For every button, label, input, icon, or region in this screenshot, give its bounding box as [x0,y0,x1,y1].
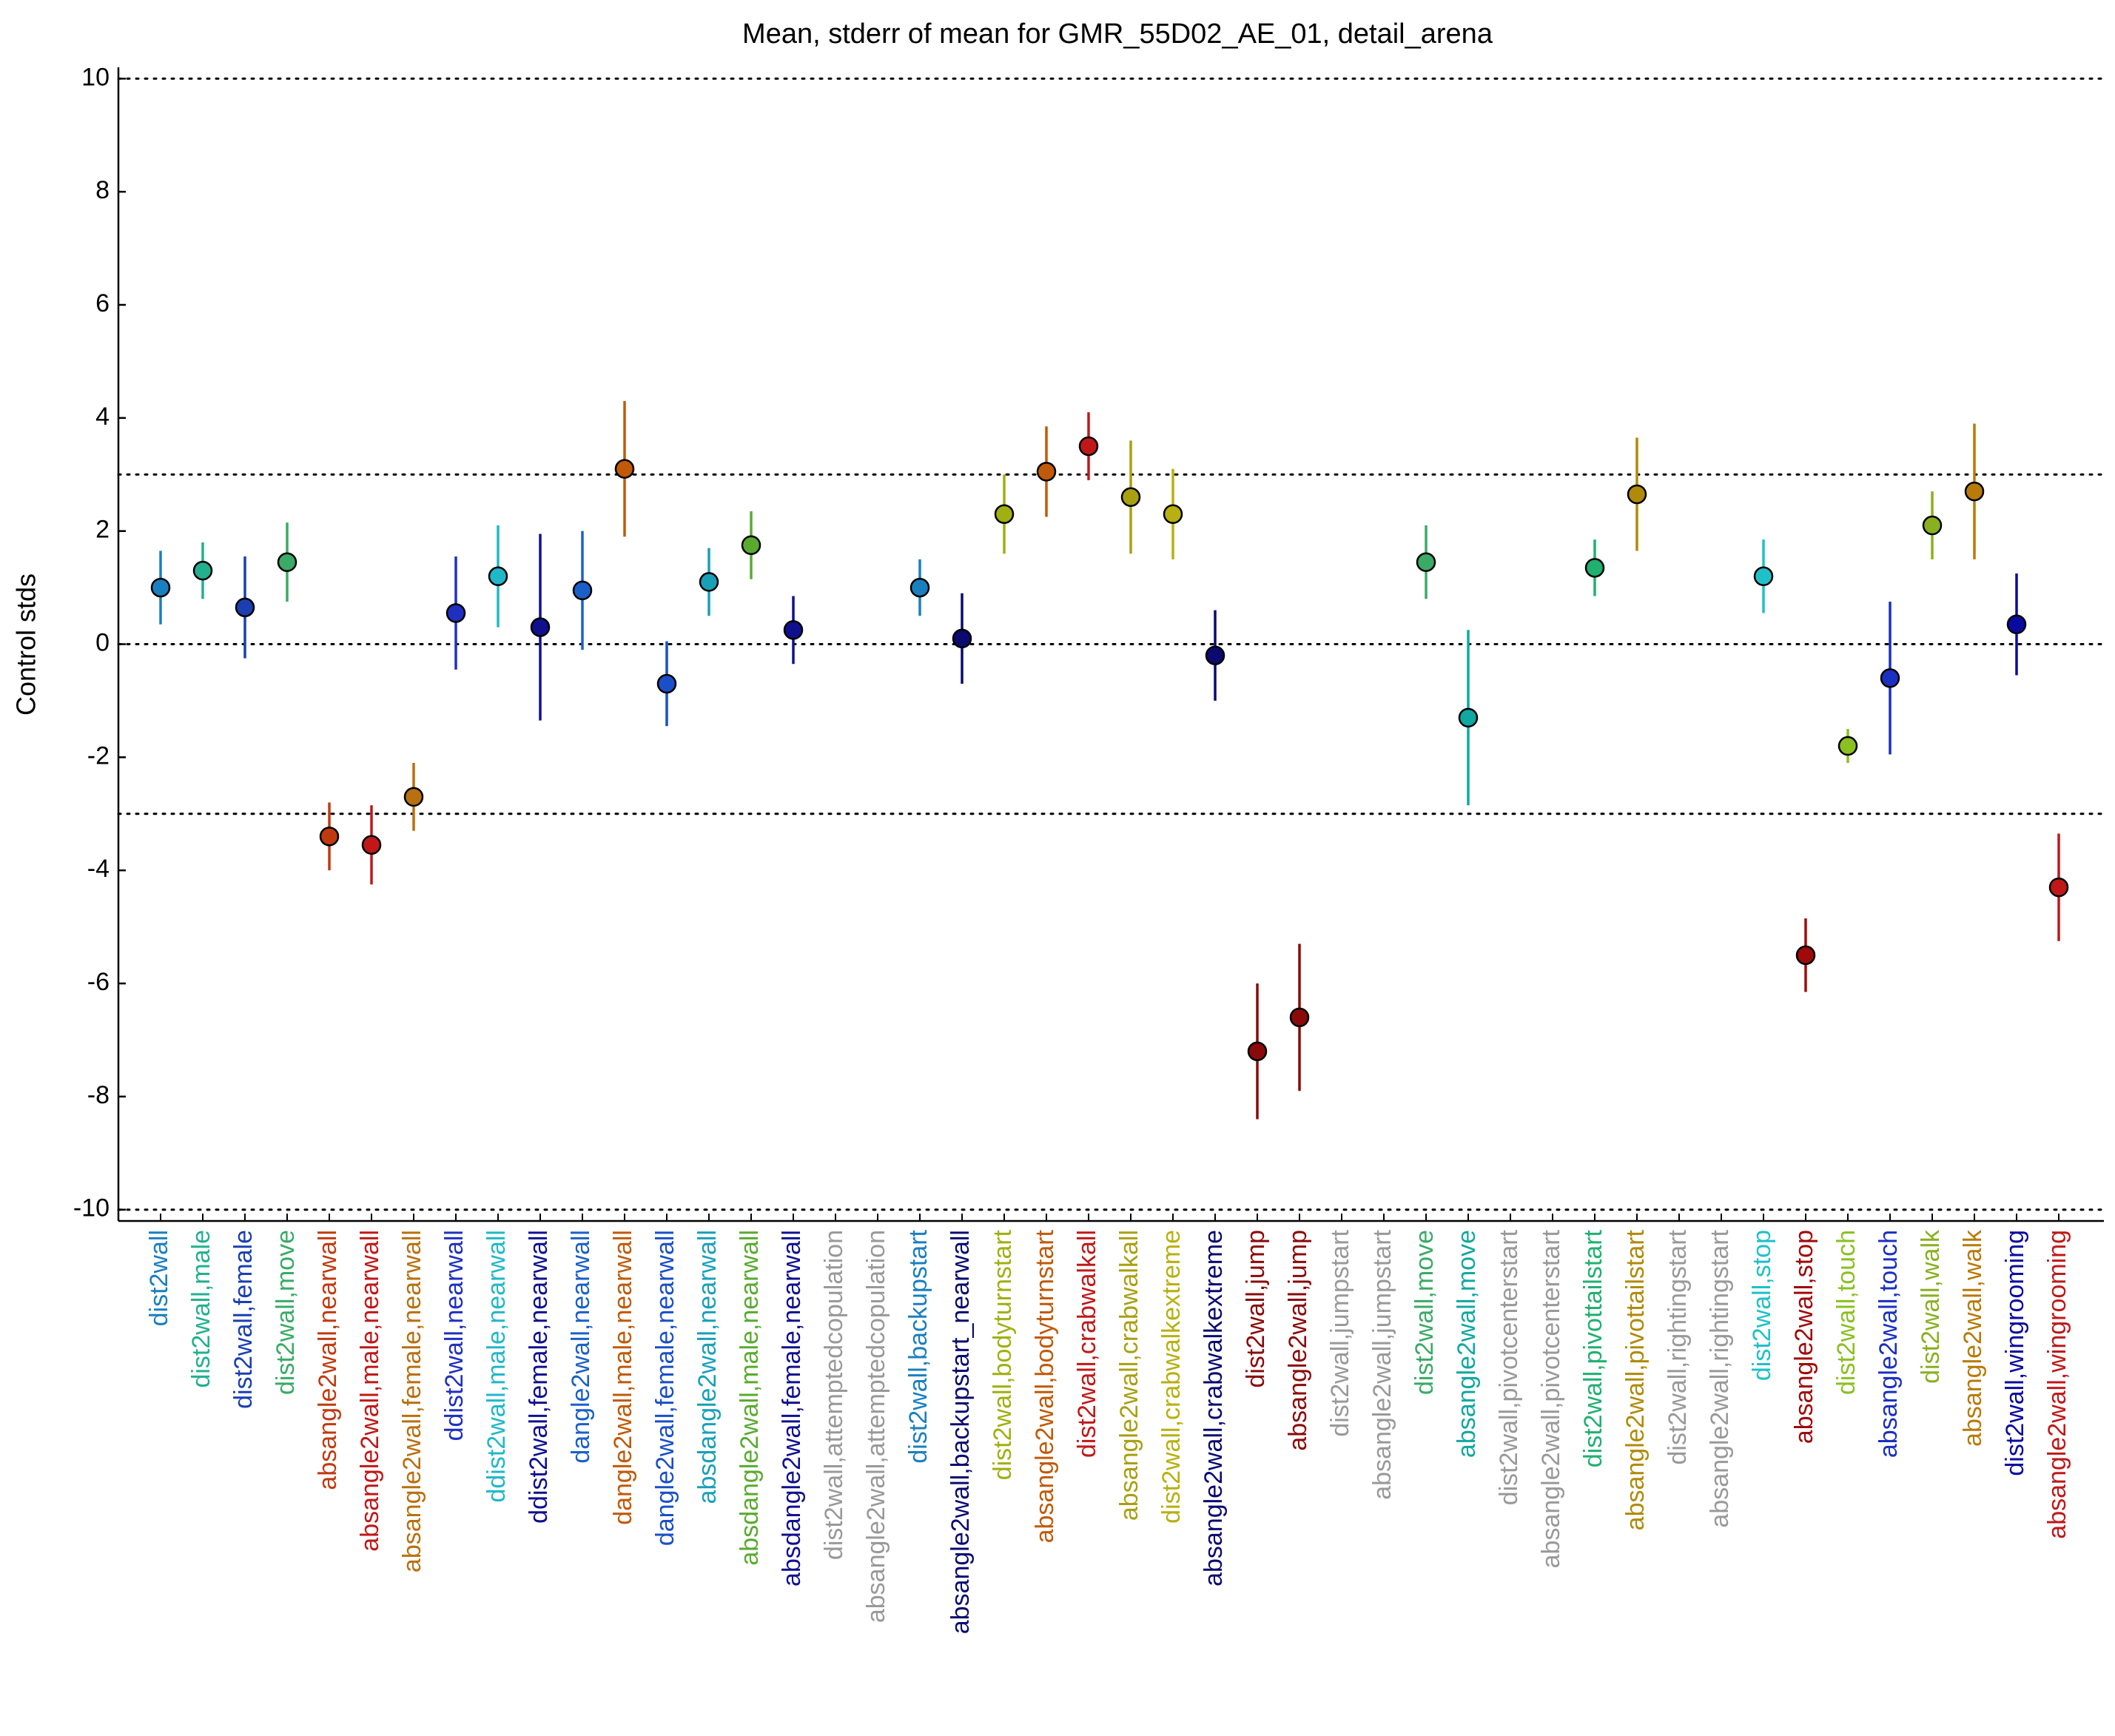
y-tick-label: 10 [81,63,110,91]
y-tick-label: 2 [95,516,110,544]
x-tick-label: dist2wall,pivotcenterstart [1495,1229,1523,1505]
mean-marker [1880,668,1900,688]
x-tick-label: dist2wall,move [272,1230,300,1395]
mean-marker [2048,877,2069,898]
x-tick-label: absangle2wall,pivotcenterstart [1537,1229,1565,1568]
mean-marker [1922,515,1943,536]
mean-marker [994,504,1015,524]
x-tick-label: dist2wall,bodyturnstart [989,1229,1017,1480]
mean-marker [1078,436,1099,457]
y-tick-label: -2 [87,741,110,770]
mean-marker [1120,487,1141,508]
mean-marker [1753,566,1774,587]
x-tick-label: dangle2wall,nearwall [567,1230,595,1464]
x-tick-label: absdangle2wall,female,nearwall [778,1230,806,1587]
mean-marker [699,572,719,592]
x-tick-label: dist2wall,crabwalkall [1073,1230,1101,1458]
x-tick-label: absangle2wall,nearwall [314,1230,342,1490]
mean-marker [530,617,551,637]
x-tick-label: absdangle2wall,male,nearwall [736,1230,764,1566]
x-tick-label: absangle2wall,touch [1874,1230,1903,1458]
x-tick-label: dangle2wall,male,nearwall [609,1230,637,1525]
x-tick-label: ddist2wall,nearwall [440,1230,468,1441]
mean-marker [488,566,508,587]
mean-marker [1289,1007,1310,1028]
x-tick-label: absangle2wall,pivottailstart [1621,1229,1650,1530]
mean-marker [150,577,171,598]
x-tick-label: dist2wall,crabwalkextreme [1157,1230,1186,1524]
x-tick-label: dist2wall,stop [1748,1230,1776,1381]
mean-marker [741,535,761,556]
mean-marker [445,603,466,623]
mean-marker [783,620,804,640]
x-tick-label: absangle2wall,jump [1284,1230,1312,1451]
mean-marker [1795,945,1816,966]
mean-marker [656,673,677,694]
x-tick-label: absangle2wall,move [1453,1230,1481,1458]
x-tick-label: absangle2wall,attemptedcopulation [862,1230,890,1623]
x-tick-label: dist2wall,move [1410,1230,1439,1395]
x-tick-label: absangle2wall,wingrooming [2043,1230,2071,1539]
y-tick-label: -4 [87,855,110,883]
mean-marker [2006,614,2027,635]
x-tick-label: absangle2wall,stop [1790,1230,1818,1444]
x-tick-label: absangle2wall,crabwalkall [1115,1230,1143,1521]
mean-marker [192,560,213,581]
mean-marker [572,580,593,601]
x-tick-label: absangle2wall,bodyturnstart [1031,1229,1059,1543]
mean-marker [361,835,382,855]
x-tick-label: dist2wall,walk [1917,1229,1945,1384]
x-tick-label: dangle2wall,female,nearwall [651,1230,679,1546]
mean-marker [1247,1041,1268,1061]
x-tick-label: absangle2wall,jumpstart [1368,1229,1396,1499]
x-tick-label: absdangle2wall,nearwall [693,1230,722,1504]
mean-marker [909,577,930,598]
y-tick-label: -8 [87,1081,110,1109]
mean-marker [1627,484,1647,505]
x-tick-label: dist2wall,jumpstart [1326,1229,1354,1436]
y-tick-label: 6 [95,289,110,317]
y-tick-label: 8 [95,176,110,204]
x-tick-label: dist2wall,female [229,1230,258,1409]
x-tick-label: absangle2wall,rightingstart [1706,1229,1734,1527]
mean-marker [235,597,255,618]
x-tick-label: absangle2wall,male,nearwall [356,1230,384,1552]
mean-marker [1036,462,1057,482]
mean-marker [277,552,297,572]
mean-marker [319,827,340,847]
x-tick-label: absangle2wall,female,nearwall [398,1230,426,1572]
x-tick-label: ddist2wall,female,nearwall [525,1230,553,1524]
x-tick-label: ddist2wall,male,nearwall [482,1230,511,1503]
x-tick-label: dist2wall,male [187,1230,215,1388]
mean-marker [1205,645,1225,666]
x-tick-label: dist2wall [145,1230,173,1326]
x-tick-label: absangle2wall,walk [1959,1229,1987,1447]
chart-title: Mean, stderr of mean for GMR_55D02_AE_01… [742,18,1493,50]
mean-marker [1837,736,1858,756]
mean-marker [403,787,424,807]
x-tick-label: dist2wall,wingrooming [2001,1230,2029,1476]
y-tick-label: 4 [95,403,110,431]
x-tick-label: dist2wall,attemptedcopulation [820,1230,848,1560]
x-tick-label: dist2wall,pivottailstart [1579,1229,1607,1467]
mean-marker [614,459,635,479]
mean-marker [1416,552,1436,572]
x-tick-label: dist2wall,backupstart [904,1229,932,1463]
x-tick-label: absangle2wall,crabwalkextreme [1200,1230,1228,1587]
y-tick-label: 0 [95,628,110,656]
mean-marker [952,628,972,649]
mean-marker [1584,558,1605,578]
y-tick-label: -6 [87,968,110,996]
mean-marker [1458,707,1479,728]
x-tick-label: dist2wall,jump [1242,1230,1270,1388]
x-tick-label: dist2wall,rightingstart [1664,1229,1692,1464]
x-tick-label: absangle2wall,backupstart_nearwall [946,1230,975,1634]
x-tick-label: dist2wall,touch [1832,1230,1860,1395]
mean-marker [1964,481,1985,502]
y-axis-label: Control stds [11,573,41,716]
mean-marker [1163,504,1183,524]
y-tick-label: -10 [73,1194,110,1222]
